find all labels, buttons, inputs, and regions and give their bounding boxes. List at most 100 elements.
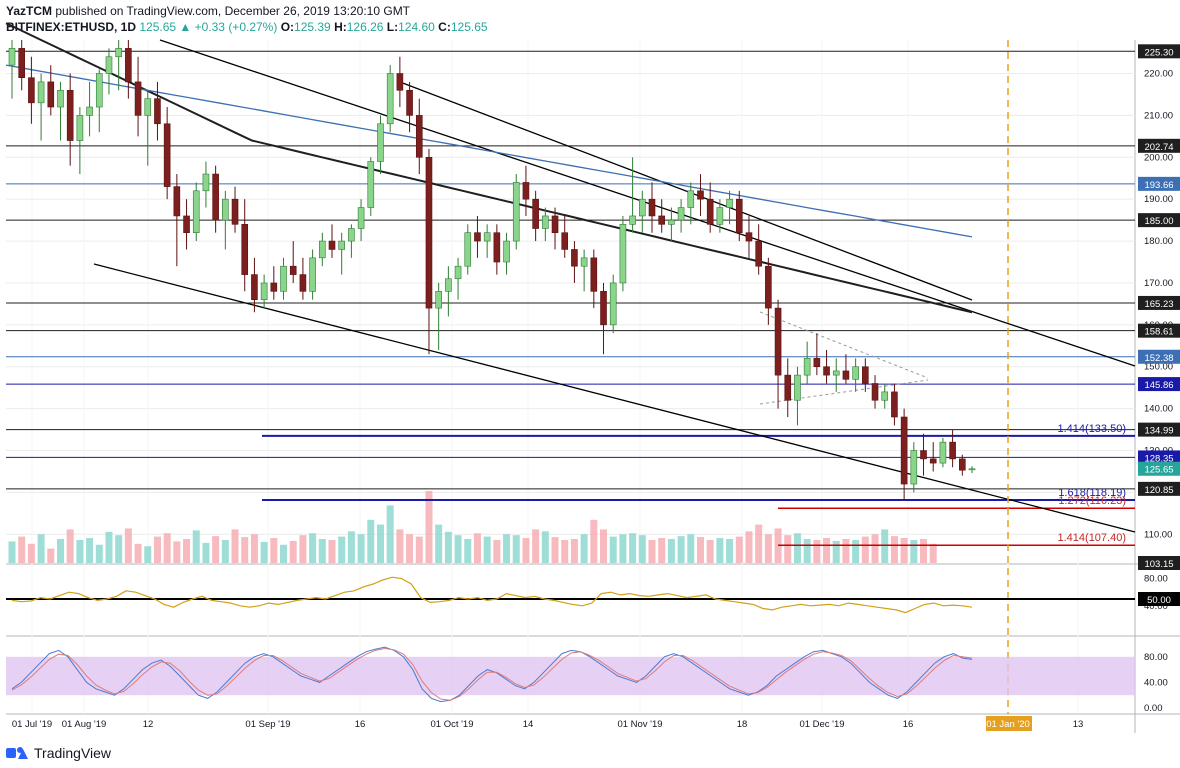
candle-body: [949, 441, 956, 460]
x-tick-label: 01 Nov '19: [617, 719, 662, 730]
candle-body: [891, 391, 898, 418]
candle-body: [959, 458, 966, 471]
candle-body: [260, 282, 268, 301]
volume-bar: [250, 534, 258, 563]
candle-body: [600, 291, 607, 326]
volume-bar: [309, 533, 317, 563]
candle-body: [542, 215, 549, 229]
open-label: O:: [280, 20, 295, 34]
rsi-tick-label: 80.00: [1144, 574, 1168, 585]
stoch-k-line: [11, 646, 973, 703]
footer: TradingView: [6, 742, 111, 764]
volume-bar: [745, 531, 753, 563]
candle-body: [192, 190, 200, 233]
candle-body: [415, 115, 423, 158]
candle-body: [687, 190, 695, 208]
candle-body: [968, 468, 976, 471]
volume-bar: [600, 529, 608, 563]
candle-body: [66, 89, 74, 141]
y-tick-label: 180.00: [1144, 236, 1173, 247]
candle-body: [910, 450, 918, 485]
price-level-label: 158.61: [1144, 327, 1173, 338]
volume-bar: [260, 541, 268, 563]
volume-bar: [27, 543, 35, 563]
x-tick-highlight: [986, 716, 1032, 731]
moving-average-blue: [5, 64, 973, 238]
candle-body: [881, 391, 889, 401]
volume-bar: [910, 539, 918, 563]
candle-body: [862, 366, 869, 384]
volume-bar: [134, 543, 142, 563]
volume-bar: [270, 538, 278, 563]
volume-bar: [318, 539, 326, 563]
candle-body: [929, 458, 937, 464]
candle-body: [425, 156, 433, 309]
volume-bar: [784, 535, 792, 563]
candle-body: [212, 173, 219, 221]
volume-bar: [280, 544, 288, 563]
candle-body: [697, 190, 704, 200]
price-level-tag: [1138, 176, 1180, 191]
volume-bar: [619, 534, 627, 563]
volume-bar: [871, 534, 879, 563]
candle-body: [842, 370, 850, 380]
candle-body: [144, 98, 152, 116]
candle-body: [183, 215, 190, 233]
candle-body: [639, 198, 646, 217]
volume-bar: [347, 531, 355, 563]
stoch-d-line: [11, 647, 973, 701]
volume-bar: [803, 539, 811, 563]
fib-level-label: 1.618(118.19): [1058, 487, 1126, 499]
volume-bar: [406, 534, 414, 563]
volume-bar: [629, 533, 637, 563]
volume-bar: [124, 528, 132, 563]
x-tick-label: 01 Dec '19: [799, 719, 844, 730]
rsi-tick-label: 40.00: [1144, 601, 1168, 612]
volume-bar: [920, 539, 928, 563]
candle-body: [377, 123, 384, 162]
candle-body: [571, 249, 578, 267]
volume-bar: [105, 531, 113, 563]
candle-body: [493, 232, 501, 263]
volume-bar: [454, 535, 462, 563]
brand-label[interactable]: TradingView: [34, 745, 112, 761]
candle-body: [609, 282, 617, 326]
y-tick-label: 140.00: [1144, 404, 1173, 415]
volume-bar: [658, 538, 666, 563]
candle-body: [784, 374, 792, 401]
candle-body: [289, 265, 297, 275]
candle-body: [900, 416, 908, 485]
price-level-tag: [1138, 213, 1180, 228]
x-tick-label: 01 Sep '19: [245, 719, 290, 730]
price-level-label: 193.66: [1144, 180, 1173, 191]
volume-bar: [735, 536, 743, 563]
author-name[interactable]: YazTCM: [6, 4, 53, 18]
candle-body: [28, 77, 35, 104]
candle-body: [251, 274, 258, 301]
symbol-line: BITFINEX:ETHUSD, 1D 125.65 ▲ +0.33 (+0.2…: [6, 20, 488, 34]
candle-body: [619, 224, 627, 284]
candle-body: [435, 291, 442, 309]
candle-body: [328, 240, 336, 250]
volume-bar: [86, 538, 94, 563]
y-tick-label: 190.00: [1144, 194, 1173, 205]
volume-bar: [696, 537, 704, 563]
candle-body: [18, 48, 25, 79]
fib-level-label: 1.272(116.23): [1058, 495, 1126, 507]
stoch-tick-label: 0.00: [1144, 703, 1163, 714]
volume-bar: [435, 524, 443, 563]
price-level-label: 185.00: [1144, 216, 1173, 227]
volume-bar: [881, 529, 889, 563]
candle-body: [590, 257, 598, 292]
volume-bar: [570, 539, 578, 563]
candle-body: [357, 207, 365, 229]
y-tick-label: 210.00: [1144, 110, 1173, 121]
candle-body: [37, 81, 45, 104]
x-tick-label: 16: [355, 719, 366, 730]
candle-body: [920, 450, 927, 460]
y-tick-label: 110.00: [1144, 529, 1172, 540]
symbol-title[interactable]: BITFINEX:ETHUSD, 1D: [6, 20, 137, 34]
rsi-level-tag: [1138, 592, 1180, 606]
x-tick-label: 14: [523, 719, 534, 730]
